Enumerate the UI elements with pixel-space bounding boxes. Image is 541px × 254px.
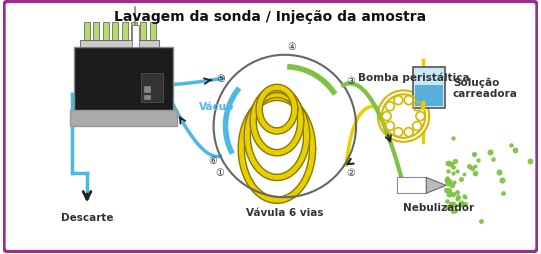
Text: ②: ② xyxy=(346,167,355,177)
Point xyxy=(450,181,458,185)
Point xyxy=(494,171,503,175)
Text: Bomba peristáltica: Bomba peristáltica xyxy=(358,72,469,83)
FancyBboxPatch shape xyxy=(94,23,100,41)
Text: Vácuo: Vácuo xyxy=(199,102,234,112)
FancyBboxPatch shape xyxy=(103,23,109,41)
Text: ⑥: ⑥ xyxy=(208,155,216,165)
Text: ④: ④ xyxy=(287,42,296,52)
FancyBboxPatch shape xyxy=(84,23,90,41)
Point xyxy=(460,202,469,207)
Point xyxy=(477,219,485,223)
FancyBboxPatch shape xyxy=(141,23,147,41)
Polygon shape xyxy=(426,178,446,194)
Point xyxy=(443,179,452,183)
Point xyxy=(470,152,479,156)
FancyBboxPatch shape xyxy=(70,111,177,126)
Point xyxy=(444,192,453,196)
Point xyxy=(448,209,457,213)
Point xyxy=(452,190,461,195)
Point xyxy=(451,203,460,207)
Point xyxy=(447,184,456,188)
FancyBboxPatch shape xyxy=(397,178,426,194)
Point xyxy=(443,181,452,185)
Point xyxy=(451,209,459,213)
Point xyxy=(489,158,498,162)
Text: ①: ① xyxy=(215,167,223,177)
Point xyxy=(454,195,463,199)
Point xyxy=(443,199,451,203)
Text: Lavagem da sonda / Injeção da amostra: Lavagem da sonda / Injeção da amostra xyxy=(115,10,426,24)
Point xyxy=(474,158,483,162)
Point xyxy=(449,165,458,169)
Point xyxy=(448,171,457,175)
Point xyxy=(456,203,464,207)
Point xyxy=(511,149,519,153)
Point xyxy=(449,137,458,141)
Point xyxy=(526,159,535,163)
Point xyxy=(460,195,469,199)
Point xyxy=(445,188,453,192)
Point xyxy=(447,163,456,167)
FancyBboxPatch shape xyxy=(80,41,159,48)
FancyBboxPatch shape xyxy=(415,86,443,107)
Point xyxy=(442,188,451,192)
Point xyxy=(444,179,453,183)
Point xyxy=(449,193,458,197)
Point xyxy=(452,197,461,201)
FancyBboxPatch shape xyxy=(413,67,445,109)
Point xyxy=(460,195,469,199)
Point xyxy=(465,165,473,169)
Point xyxy=(442,205,451,210)
Circle shape xyxy=(378,91,429,142)
Text: Descarte: Descarte xyxy=(61,212,113,222)
Point xyxy=(447,202,456,207)
Text: Nebulizador: Nebulizador xyxy=(403,202,474,212)
Point xyxy=(498,191,507,195)
Text: Vávula 6 vias: Vávula 6 vias xyxy=(246,207,324,217)
Point xyxy=(443,176,451,180)
Point xyxy=(459,172,468,176)
Point xyxy=(451,160,459,164)
Point xyxy=(497,178,506,182)
Text: ⑤: ⑤ xyxy=(216,73,225,84)
Point xyxy=(467,166,476,170)
Point xyxy=(453,169,461,173)
FancyBboxPatch shape xyxy=(141,73,163,103)
FancyBboxPatch shape xyxy=(74,48,173,115)
Point xyxy=(471,165,479,169)
Text: ③: ③ xyxy=(346,76,355,86)
Point xyxy=(486,150,494,154)
Point xyxy=(448,202,457,207)
FancyBboxPatch shape xyxy=(150,23,156,41)
FancyBboxPatch shape xyxy=(144,96,150,100)
Point xyxy=(444,170,452,174)
FancyBboxPatch shape xyxy=(144,87,150,93)
Point xyxy=(456,201,465,205)
FancyBboxPatch shape xyxy=(4,2,537,252)
Point xyxy=(457,177,465,181)
FancyBboxPatch shape xyxy=(122,23,128,41)
FancyBboxPatch shape xyxy=(131,26,140,48)
Point xyxy=(444,162,452,166)
Text: Solução
carreadora: Solução carreadora xyxy=(453,77,518,99)
Point xyxy=(507,144,516,148)
FancyBboxPatch shape xyxy=(112,23,118,41)
FancyBboxPatch shape xyxy=(131,23,137,41)
Point xyxy=(471,171,480,175)
